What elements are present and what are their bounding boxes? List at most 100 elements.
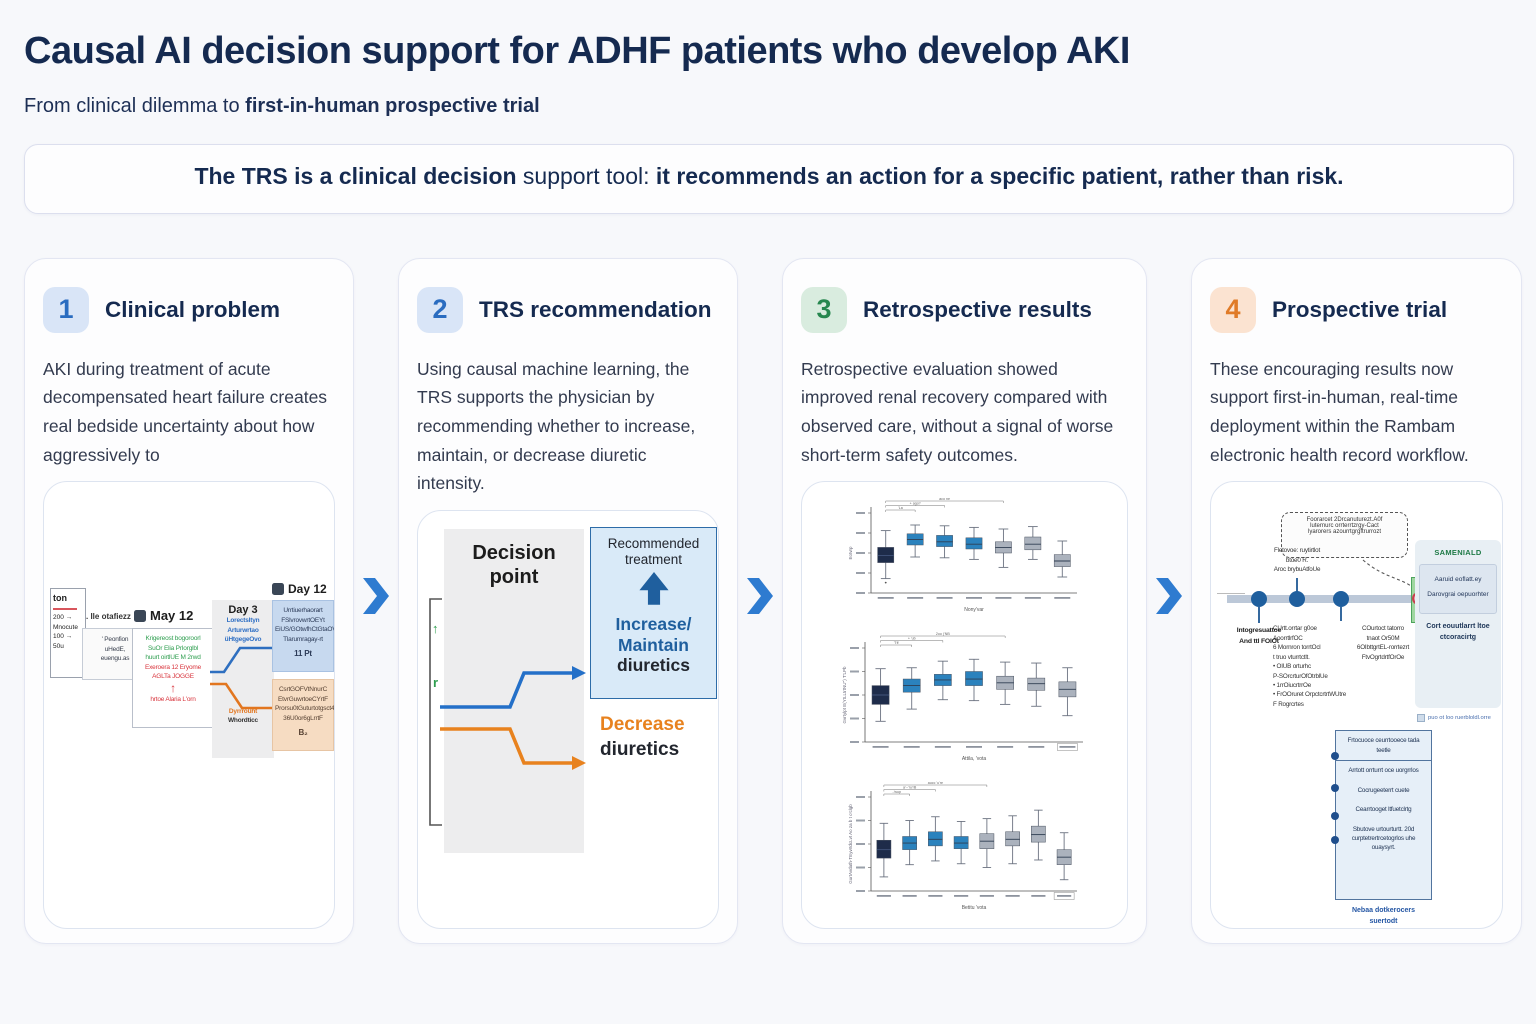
decision-background	[444, 529, 584, 854]
svg-text:Gvrtylpt E(YtLLtrtNU'') T'LPb: Gvrtylpt E(YtLLtrtNU'') T'LPb	[842, 666, 847, 724]
day-12-decrease-outcome-box: CsrtGOFVtNnurC EtvrGuwrtoeCYrtF Prorsu0tGu…	[272, 679, 334, 752]
stem	[1296, 578, 1298, 593]
step-number-badge: 1	[43, 286, 89, 333]
panel-body-text: AKI during treatment of acute decompensa…	[43, 358, 328, 465]
may-12-label: May 12	[150, 608, 194, 624]
step-number-badge: 2	[417, 286, 463, 333]
day-3-orange-option: Dyrrroüht Whordticc	[228, 707, 258, 725]
steps-caption: Nebaa dotkerocers suertodt	[1351, 907, 1416, 925]
increase-glyph: ↑	[432, 621, 439, 637]
ehr-side-panel: SAMENIALD Aaruid eoflatt.ey Darovgrai oep…	[1415, 540, 1501, 709]
panel-title: Clinical problem	[105, 296, 281, 322]
deployment-workflow-figure: Foorarcet 2Drcanuturezt.A0f luternurc orr…	[1210, 481, 1503, 929]
lab-card-title: ton	[53, 593, 67, 604]
increase-maintain-label: Increase/ Maintain	[615, 614, 692, 655]
lab-values-card: ton 200 → Mnocute 100 → 50u	[50, 588, 86, 679]
creatinine-up-arrow-icon: ↑	[170, 680, 176, 695]
svg-text:+ ago?: + ago?	[909, 501, 920, 505]
boxplot-chart-3: GurtAvdath-TEyvrtdcLvt Ao za b t o'clgb a…	[844, 778, 1085, 918]
step-dot	[1331, 752, 1339, 761]
panel-body-text: Retrospective evaluation showed improved…	[801, 358, 1114, 465]
branch-lines	[210, 647, 274, 710]
svg-text:-'wup: -'wup	[892, 790, 900, 794]
panel-title: Prospective trial	[1272, 296, 1448, 322]
panel-trs-recommendation: 2 TRS recommendation Using causal machin…	[398, 257, 738, 944]
milestone-dot	[1289, 591, 1305, 608]
panel-1-header: 1 Clinical problem	[43, 279, 335, 341]
may-red-bottom: hrtoe Alaria L'orn	[150, 695, 196, 703]
panel-3-header: 3 Retrospective results	[801, 279, 1128, 341]
stem	[1258, 607, 1260, 624]
svg-text:Nony'var: Nony'var	[964, 607, 984, 613]
boxplot-charts: Eotvrp aco ne + ago? 'La Nony'var Gvrtylpt E…	[802, 482, 1127, 927]
page-subtitle: From clinical dilemma to first-in-human …	[24, 95, 1514, 118]
note-label: . Ile otafiezz	[86, 612, 131, 622]
diuretics-label: diuretics	[617, 654, 690, 675]
recommended-treatment-box: Recommended treatment Increase/ Maintain…	[590, 527, 717, 700]
recommended-treatment-title: Recommended treatment	[607, 536, 700, 568]
svg-text:aucc 'u're: aucc 'u're	[927, 781, 942, 785]
day-12-blue-lines: Urrtiuerhaorart FSlvrovwrtOEYt EiUS/GOtwfh…	[275, 607, 335, 643]
milestone-dot	[1251, 591, 1267, 608]
day-12-label: Day 12	[288, 582, 327, 597]
svg-text:GurtAvdath-TEyvrtdcLvt Ao za b: GurtAvdath-TEyvrtdcLvt Ao za b t o'clgb	[848, 803, 853, 883]
milestone-1-label: Intogresuattoe And ttl FOIOt	[1236, 627, 1282, 645]
legend-row: puo ot loo ruerbloldl.orre	[1417, 714, 1502, 723]
day-3-blue-option: Lorectsltyn Arturwrtao üHtgegeOvo	[224, 617, 262, 644]
panel-retrospective-results: 3 Retrospective results Retrospective ev…	[782, 257, 1147, 944]
calendar-icon	[134, 609, 146, 622]
legend-text: puo ot loo ruerbloldl.orre	[1428, 715, 1491, 722]
milestone-dot	[1333, 591, 1349, 608]
calendar-icon	[272, 583, 284, 596]
side-panel-header: SAMENIALD	[1434, 548, 1482, 558]
clinical-timeline-figure: ton 200 → Mnocute 100 → 50u . Ile otafiezz …	[43, 481, 335, 929]
step-number-badge: 3	[801, 286, 847, 333]
day-12-header: Day 12	[272, 582, 327, 596]
panels-row: 1 Clinical problem AKI during treatment …	[24, 257, 1522, 944]
key-message-banner: The TRS is a clinical decision support t…	[24, 144, 1514, 214]
panel-body-text: Using causal machine learning, the TRS s…	[417, 358, 696, 494]
svg-text:Eotvrp: Eotvrp	[848, 546, 853, 560]
panel-body-text: These encouraging results now support fi…	[1210, 358, 1469, 465]
timeline-bar	[1227, 595, 1424, 604]
arrow-right-icon	[359, 576, 393, 944]
day-12-blue-value: 11 Pt	[294, 649, 312, 659]
infographic-page: Causal AI decision support for ADHF pati…	[24, 30, 1522, 944]
milestone-3-label: COurtoct tatorro tnaot Or50M 6OIbttgrtEL-r…	[1356, 625, 1410, 661]
side-panel-box: Aaruid eoflatt.ey Darovgrai oepuorhter	[1419, 564, 1497, 615]
may-12-header: May 12	[134, 608, 193, 623]
panel-4-header: 4 Prospective trial	[1210, 279, 1503, 341]
svg-text:+ 'ub: + 'ub	[907, 636, 915, 640]
decision-point-figure: Decision point ↑ r Recommended treatment	[417, 510, 719, 929]
panel-2-header: 2 TRS recommendation	[417, 279, 719, 341]
red-divider	[53, 607, 77, 610]
banner-mid: support tool:	[516, 163, 656, 189]
svg-text:aco ne: aco ne	[939, 497, 950, 501]
subtitle-prefix: From clinical dilemma to	[24, 95, 246, 117]
boxplot-chart-2: Gvrtylpt E(YtLLtrtNU'') T'LPb 2oo ('NB + '…	[838, 629, 1091, 769]
svg-text:'Tff: 'Tff	[893, 641, 898, 645]
maintain-glyph: r	[433, 675, 439, 691]
stem	[1340, 607, 1342, 622]
day-3-decision-panel: Day 3 Lorectsltyn Arturwrtao üHtgegeOvo Dy…	[212, 600, 274, 759]
callout-bubble: Foorarcet 2Drcanuturezt.A0f luternurc orr…	[1281, 512, 1408, 559]
svg-text:Betitu 'vota: Betitu 'vota	[961, 905, 986, 911]
day-12-increase-outcome-box: Urrtiuerhaorart FSlvrovwrtOEYt EiUS/GOtwfh…	[272, 600, 335, 673]
trial-steps-box: Frtocuoce ceurrtooece tada teetle Arrtott…	[1335, 730, 1432, 901]
svg-text:a'--'ru'rB: a'--'ru'rB	[903, 785, 917, 789]
decrease-diuretics-label: Decrease diuretics	[600, 714, 685, 760]
svg-text:2oo ('NB: 2oo ('NB	[935, 632, 949, 636]
timeline-lead-line	[1217, 593, 1245, 595]
day-3-label: Day 3	[228, 604, 258, 617]
subtitle-bold: first-in-human prospective trial	[245, 95, 540, 117]
side-panel-footer: Cort eouutlarrt ltoe ctcoracirtg	[1426, 623, 1490, 641]
decision-point-title: Decision point	[472, 542, 556, 589]
page-title: Causal AI decision support for ADHF pati…	[24, 30, 1130, 72]
svg-text:Attila, 'vota: Attila, 'vota	[961, 756, 986, 762]
panel-title: Retrospective results	[863, 296, 1092, 322]
arrow-right-icon	[743, 576, 777, 944]
step-number-badge: 4	[1210, 286, 1256, 333]
day-12-peach-value: B₂	[298, 728, 308, 738]
svg-text:'La: 'La	[898, 506, 903, 510]
panel-prospective-trial: 4 Prospective trial These encouraging re…	[1191, 257, 1522, 944]
